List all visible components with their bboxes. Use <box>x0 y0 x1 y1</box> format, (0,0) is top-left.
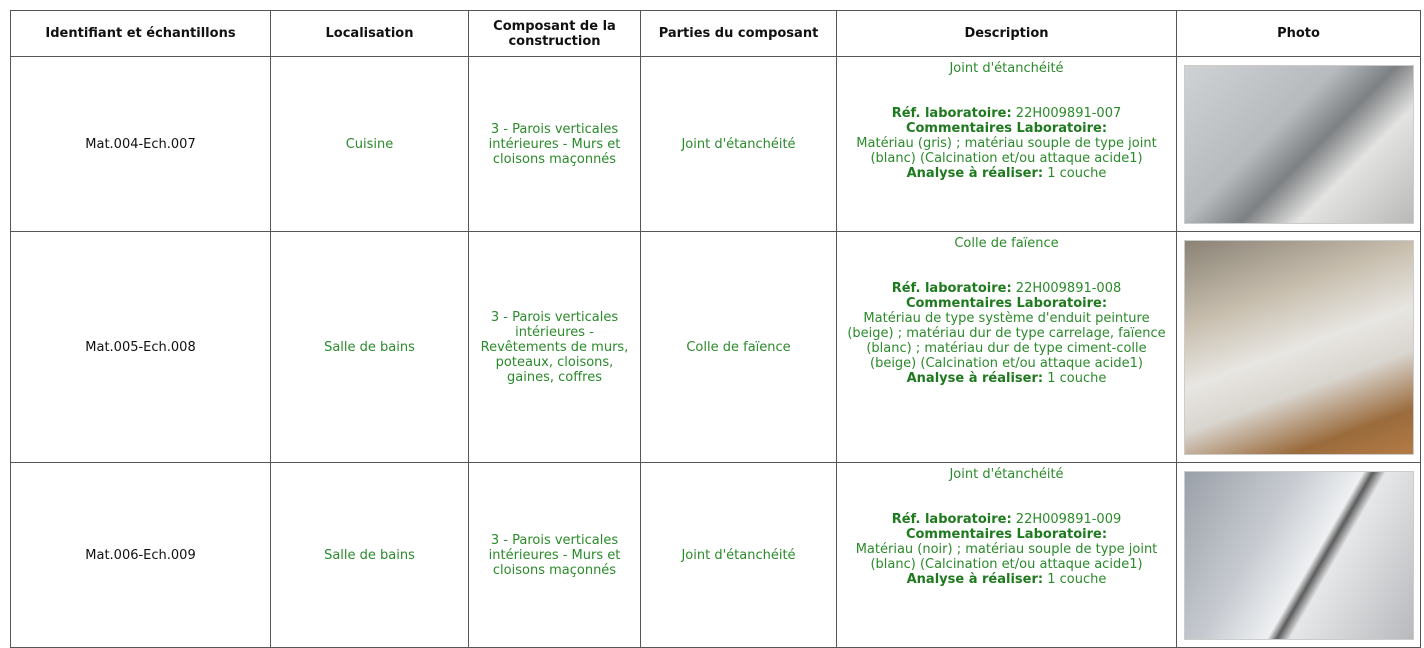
analysis-label: Analyse à réaliser: <box>906 371 1044 386</box>
analysis-value: 1 couche <box>1047 572 1107 587</box>
comment-label-text: Commentaires Laboratoire: <box>905 527 1108 542</box>
description-title: Joint d'étanchéité <box>949 467 1064 482</box>
lab-ref-value: 22H009891-008 <box>1015 281 1122 296</box>
component-part: Joint d'étanchéité <box>640 462 837 648</box>
photo <box>1183 470 1414 640</box>
component: 3 - Parois verticales intérieures - Revê… <box>468 231 641 463</box>
component: 3 - Parois verticales intérieures - Murs… <box>468 56 641 232</box>
lab-ref: Réf. laboratoire: 22H009891-009 <box>843 512 1170 527</box>
photo-cell <box>1176 462 1421 648</box>
comment: Matériau (noir) ; matériau souple de typ… <box>855 542 1158 572</box>
header-cell: Identifiant et échantillons <box>10 10 271 57</box>
photo <box>1183 239 1414 455</box>
table-row: Mat.006-Ech.009 Salle de bains 3 - Parois … <box>10 462 1421 648</box>
location: Salle de bains <box>270 231 469 463</box>
sample-id: Mat.005-Ech.008 <box>10 231 271 463</box>
analysis-label: Analyse à réaliser: <box>906 572 1044 587</box>
component-part: Colle de faïence <box>640 231 837 463</box>
description: Joint d'étanchéité Réf. laboratoire: 22H… <box>836 462 1177 648</box>
analysis-label: Analyse à réaliser: <box>906 166 1044 181</box>
photo <box>1183 64 1414 224</box>
header-row: Identifiant et échantillons Localisation C… <box>10 10 1421 57</box>
spacer <box>843 251 1170 281</box>
description-title: Joint d'étanchéité <box>949 61 1064 76</box>
analysis: Analyse à réaliser: 1 couche <box>843 572 1170 587</box>
description-title: Colle de faïence <box>954 236 1059 251</box>
location: Cuisine <box>270 56 469 232</box>
lab-ref-label: Réf. laboratoire: <box>891 512 1012 527</box>
lab-ref: Réf. laboratoire: 22H009891-008 <box>843 281 1170 296</box>
component: 3 - Parois verticales intérieures - Murs… <box>468 462 641 648</box>
comment-label-text: Commentaires Laboratoire: <box>905 296 1108 311</box>
lab-ref-label: Réf. laboratoire: <box>891 281 1012 296</box>
header-cell: Composant de la construction <box>468 10 641 57</box>
photo-cell <box>1176 56 1421 232</box>
comment-label: Commentaires Laboratoire: <box>843 296 1170 311</box>
analysis-value: 1 couche <box>1047 371 1107 386</box>
comment-label: Commentaires Laboratoire: <box>843 527 1170 542</box>
description: Joint d'étanchéité Réf. laboratoire: 22H… <box>836 56 1177 232</box>
comment-label: Commentaires Laboratoire: <box>843 121 1170 136</box>
analysis-value: 1 couche <box>1047 166 1107 181</box>
lab-ref-value: 22H009891-009 <box>1015 512 1122 527</box>
comment: Matériau (gris) ; matériau souple de typ… <box>856 136 1157 166</box>
description: Colle de faïence Réf. laboratoire: 22H00… <box>836 231 1177 463</box>
table-row: Mat.005-Ech.008 Salle de bains 3 - Parois … <box>10 231 1421 463</box>
sample-id: Mat.004-Ech.007 <box>10 56 271 232</box>
header-cell: Localisation <box>270 10 469 57</box>
header-cell: Parties du composant <box>640 10 837 57</box>
lab-ref: Réf. laboratoire: 22H009891-007 <box>843 106 1170 121</box>
sample-id: Mat.006-Ech.009 <box>10 462 271 648</box>
header-cell: Description <box>836 10 1177 57</box>
spacer <box>843 76 1170 106</box>
lab-ref-label: Réf. laboratoire: <box>891 106 1012 121</box>
component-part: Joint d'étanchéité <box>640 56 837 232</box>
photo-cell <box>1176 231 1421 463</box>
samples-table: Identifiant et échantillons Localisation C… <box>10 10 1421 648</box>
spacer <box>843 482 1170 512</box>
header-cell: Photo <box>1176 10 1421 57</box>
comment-label-text: Commentaires Laboratoire: <box>905 121 1108 136</box>
table-body: Mat.004-Ech.007 Cuisine 3 - Parois vertica… <box>10 56 1421 648</box>
analysis: Analyse à réaliser: 1 couche <box>843 371 1170 386</box>
lab-ref-value: 22H009891-007 <box>1015 106 1122 121</box>
location: Salle de bains <box>270 462 469 648</box>
table-row: Mat.004-Ech.007 Cuisine 3 - Parois vertica… <box>10 56 1421 232</box>
comment: Matériau de type système d'enduit peintu… <box>847 311 1166 371</box>
analysis: Analyse à réaliser: 1 couche <box>843 166 1170 181</box>
